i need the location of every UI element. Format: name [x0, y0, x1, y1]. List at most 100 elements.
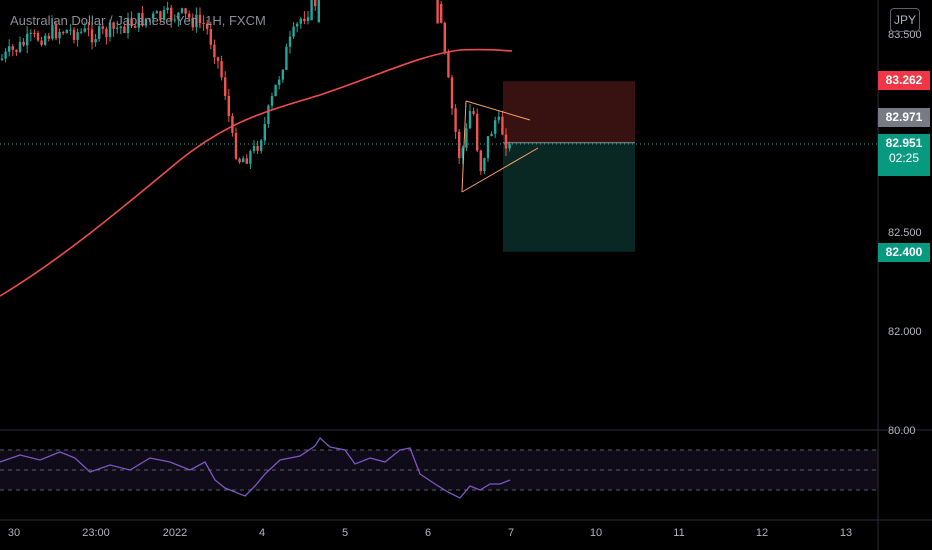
- candle: [479, 149, 482, 175]
- candle-body: [206, 23, 209, 29]
- candle: [245, 154, 248, 165]
- time-axis[interactable]: 30 23:00 2022 4 5 6 7 10 11 12 13: [8, 527, 852, 539]
- candle-body: [33, 32, 36, 34]
- candle-body: [177, 12, 180, 20]
- candle: [123, 24, 126, 34]
- candle: [252, 139, 256, 154]
- candle: [256, 141, 259, 155]
- candle: [494, 116, 497, 139]
- candle-body: [490, 133, 493, 137]
- candle: [87, 22, 90, 37]
- candle: [105, 26, 108, 45]
- candle-body: [15, 49, 18, 52]
- candle-body: [11, 46, 14, 50]
- currency-button[interactable]: JPY: [890, 8, 920, 32]
- candle-body: [108, 22, 112, 37]
- candle: [292, 22, 295, 39]
- candle-body: [450, 77, 454, 109]
- candle-body: [267, 105, 270, 125]
- candle: [472, 107, 475, 116]
- time-tick-label: 12: [756, 527, 768, 539]
- candle-body: [22, 41, 25, 46]
- candle-body: [72, 29, 76, 40]
- candle: [238, 157, 241, 164]
- time-tick-label: 13: [840, 527, 852, 539]
- candle: [155, 10, 158, 14]
- candlestick-series: [0, 0, 511, 175]
- candle: [299, 16, 302, 29]
- candle-body: [436, 0, 439, 24]
- candle-body: [83, 28, 86, 32]
- time-tick-label: 7: [508, 527, 514, 539]
- candle: [314, 0, 317, 11]
- candle: [40, 36, 43, 47]
- candle: [270, 92, 274, 110]
- candle: [47, 32, 50, 42]
- candle-body: [18, 41, 22, 52]
- candle-body: [504, 134, 508, 149]
- candle-body: [443, 22, 446, 53]
- price-axis[interactable]: 83.500 82.500 82.000: [888, 29, 922, 338]
- symbol-title[interactable]: Australian Dollar / Japanese Yen, 1H, FX…: [10, 13, 266, 28]
- candle-body: [8, 46, 11, 52]
- candle: [447, 49, 450, 79]
- candle: [162, 6, 166, 23]
- candle-body: [202, 22, 205, 24]
- candle-body: [508, 144, 511, 149]
- time-tick-label: 4: [259, 527, 265, 539]
- candle-body: [173, 19, 176, 21]
- candle-body: [285, 46, 288, 70]
- time-tick-label: 10: [590, 527, 602, 539]
- stop-loss-zone: [503, 81, 635, 143]
- candle: [501, 110, 504, 136]
- candle-body: [54, 24, 58, 39]
- position-zones: [503, 81, 635, 252]
- candle: [288, 30, 292, 54]
- time-tick-label: 11: [673, 527, 684, 539]
- candle: [206, 19, 209, 35]
- take-profit-zone: [503, 142, 635, 252]
- candle: [101, 23, 104, 35]
- candle-body: [238, 158, 241, 163]
- entry-price-tag: 82.951 02:25: [878, 134, 930, 176]
- candle: [11, 44, 14, 57]
- candle: [159, 10, 162, 23]
- candle: [198, 7, 202, 29]
- candle-body: [274, 84, 277, 97]
- candle: [310, 0, 313, 21]
- candle-body: [501, 116, 504, 135]
- candle-body: [105, 28, 108, 37]
- candle: [137, 12, 140, 33]
- candle-body: [310, 0, 313, 21]
- price-tick-label: 83.500: [888, 29, 922, 41]
- candle-body: [76, 32, 79, 40]
- candle: [33, 29, 36, 38]
- candle-body: [472, 110, 475, 114]
- candle: [458, 128, 461, 165]
- candle-body: [47, 35, 50, 39]
- price-tick-label: 82.500: [888, 227, 922, 239]
- candle: [126, 12, 130, 39]
- candle: [249, 149, 252, 169]
- rsi-line: [0, 436, 511, 499]
- candle: [177, 12, 180, 27]
- candle-body: [62, 31, 65, 34]
- candle-body: [231, 116, 234, 133]
- candle-body: [26, 33, 29, 46]
- candle-body: [220, 60, 223, 78]
- candle: [0, 54, 4, 61]
- candle-body: [130, 18, 133, 27]
- candle-body: [69, 29, 72, 31]
- pattern-left-line: [461, 100, 467, 193]
- candle: [98, 23, 101, 42]
- candle-body: [281, 69, 284, 80]
- candle: [461, 145, 464, 165]
- candle: [119, 25, 122, 35]
- candle-body: [278, 79, 281, 85]
- candle: [263, 116, 266, 145]
- candle: [166, 1, 169, 14]
- candle-body: [58, 31, 61, 39]
- candle-body: [126, 18, 130, 33]
- candle: [36, 30, 40, 42]
